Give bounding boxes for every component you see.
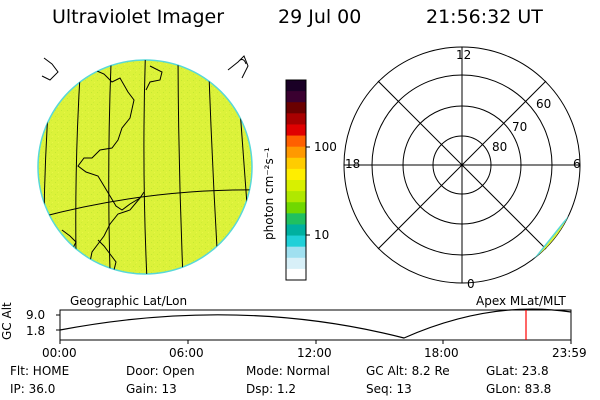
altitude-xtick-4: 23:59 [552, 346, 587, 360]
polar-label: Apex MLat/MLT [476, 294, 566, 308]
altitude-xtick-2: 12:00 [297, 346, 332, 360]
mlt-label-0: 0 [467, 277, 475, 291]
lat-label-60: 60 [536, 97, 552, 111]
colorbar-segment [286, 157, 306, 170]
altitude-ytick-min: 1.8 [26, 324, 46, 338]
colorbar-segment [286, 202, 306, 214]
colorbar [285, 79, 310, 281]
colorbar-segment [286, 246, 306, 259]
date-label: 29 Jul 00 [278, 6, 362, 28]
altitude-ylabel: GC Alt [0, 302, 14, 340]
info-gc-alt: GC Alt: 8.2 Re [366, 364, 450, 378]
mlt-label-6: 6 [573, 157, 581, 171]
colorbar-tick-10: 10 [314, 228, 330, 242]
colorbar-segment [286, 124, 306, 137]
info-glon: GLon: 83.8 [486, 382, 552, 396]
altitude-curve [59, 308, 572, 339]
lat-label-70: 70 [512, 120, 528, 134]
altitude-xtick-1: 06:00 [169, 346, 204, 360]
colorbar-segment [286, 257, 306, 270]
info-ip: IP: 36.0 [10, 382, 56, 396]
info-door: Door: Open [126, 364, 195, 378]
colorbar-segment [286, 224, 306, 237]
time-label: 21:56:32 UT [426, 6, 543, 28]
mlt-label-18: 18 [345, 157, 361, 171]
colorbar-segment [286, 102, 306, 114]
colorbar-segment [286, 235, 306, 248]
altitude-strip [56, 308, 572, 344]
geographic-globe [37, 55, 253, 275]
colorbar-segment [286, 146, 306, 159]
polar-plot [343, 46, 581, 284]
info-dsp: Dsp: 1.2 [246, 382, 297, 396]
info-gain: Gain: 13 [126, 382, 177, 396]
equator-line [38, 189, 252, 221]
colorbar-segment [286, 168, 306, 181]
colorbar-segment [286, 91, 306, 103]
colorbar-unit-label: photon cm⁻²s⁻¹ [262, 147, 276, 240]
info-flt: Flt: HOME [10, 364, 70, 378]
altitude-xtick-3: 18:00 [424, 346, 459, 360]
info-seq: Seq: 13 [366, 382, 412, 396]
app-title: Ultraviolet Imager [52, 6, 225, 28]
colorbar-segment [286, 191, 306, 203]
lat-label-80: 80 [492, 140, 508, 154]
colorbar-segment [286, 135, 306, 148]
colorbar-segment [286, 180, 306, 192]
colorbar-tick-100: 100 [314, 140, 337, 154]
info-mode: Mode: Normal [246, 364, 330, 378]
mlt-label-12: 12 [456, 48, 472, 62]
colorbar-segment [286, 80, 306, 92]
geographic-label: Geographic Lat/Lon [70, 294, 188, 308]
altitude-xtick-0: 00:00 [42, 346, 77, 360]
info-glat: GLat: 23.8 [486, 364, 549, 378]
colorbar-segment [286, 113, 306, 125]
colorbar-segment [286, 268, 306, 281]
altitude-ytick-max: 9.0 [26, 308, 46, 322]
colorbar-segment [286, 213, 306, 225]
